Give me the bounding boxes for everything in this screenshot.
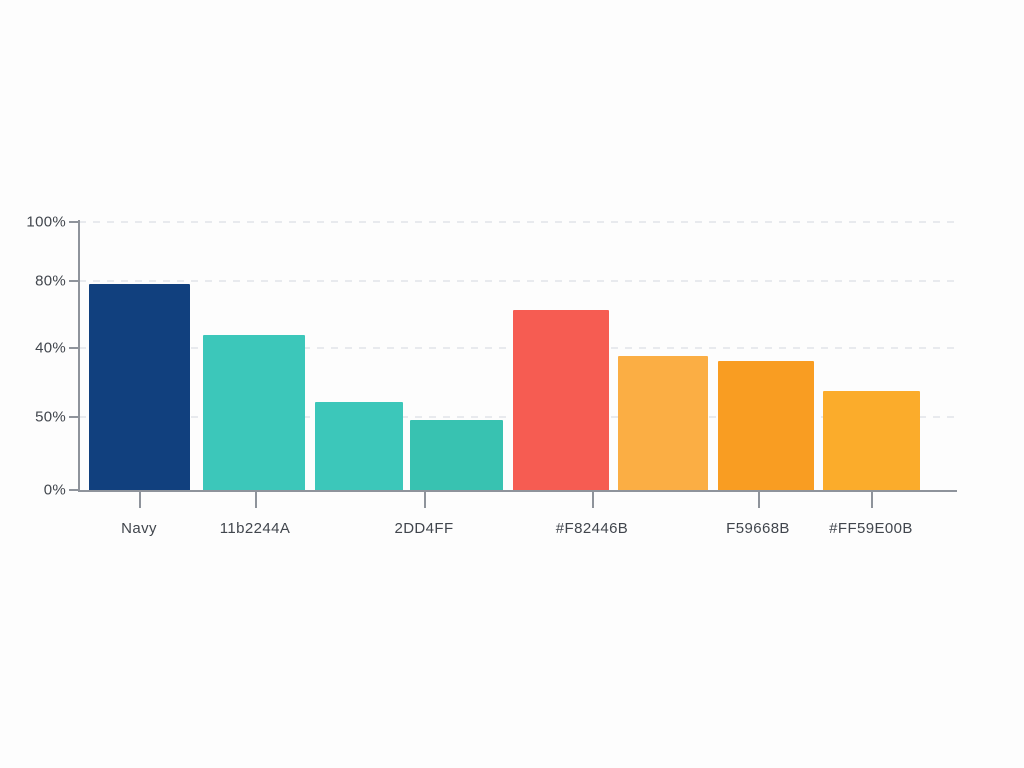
y-axis-tick-label: 50%: [35, 408, 66, 426]
x-axis-line: [78, 490, 957, 492]
x-axis-tick-label: Navy: [121, 520, 157, 537]
gridline: [79, 221, 956, 223]
x-axis-tick-label: F59668B: [726, 520, 790, 537]
bar: [315, 402, 403, 490]
bar: [823, 391, 920, 490]
x-tick-mark: [255, 492, 257, 508]
x-tick-mark: [424, 492, 426, 508]
y-axis-tick-label: 0%: [43, 481, 66, 499]
bar: [410, 420, 503, 490]
y-tick-mark: [69, 347, 79, 349]
y-axis-tick-label: 80%: [35, 272, 66, 290]
bar: [513, 310, 609, 490]
y-tick-mark: [69, 416, 79, 418]
y-axis-tick-label: 100%: [26, 213, 66, 231]
x-axis-tick-label: 11b2244A: [219, 520, 291, 537]
y-tick-mark: [69, 221, 79, 223]
x-tick-mark: [758, 492, 760, 508]
x-axis-tick-label: #F82446B: [555, 520, 629, 537]
x-tick-mark: [592, 492, 594, 508]
x-axis-tick-label: #FF59E00B: [829, 520, 913, 537]
gridline: [79, 280, 956, 282]
x-axis-tick-label: 2DD4FF: [394, 520, 454, 537]
y-axis-tick-label: 40%: [35, 339, 66, 357]
y-tick-mark: [69, 489, 79, 491]
bar: [89, 284, 190, 490]
bar: [618, 356, 708, 490]
x-tick-mark: [871, 492, 873, 508]
bar: [203, 335, 305, 490]
y-axis-line: [78, 220, 80, 491]
x-tick-mark: [139, 492, 141, 508]
y-tick-mark: [69, 280, 79, 282]
bar: [718, 361, 814, 490]
